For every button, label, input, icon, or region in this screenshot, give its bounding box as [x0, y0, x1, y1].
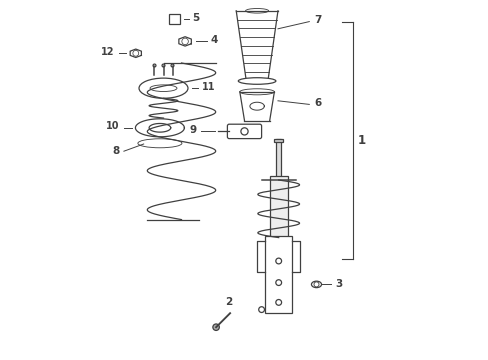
Circle shape — [275, 300, 281, 305]
Circle shape — [241, 128, 247, 135]
Circle shape — [258, 307, 264, 312]
Circle shape — [313, 282, 318, 287]
Bar — [264, 236, 292, 313]
Text: 11: 11 — [202, 82, 215, 92]
Circle shape — [153, 64, 156, 67]
Text: 1: 1 — [357, 134, 366, 147]
Circle shape — [171, 64, 174, 67]
Text: 6: 6 — [314, 98, 321, 108]
Text: 10: 10 — [106, 121, 120, 131]
Text: 4: 4 — [210, 35, 218, 45]
Text: 2: 2 — [224, 297, 231, 307]
Circle shape — [275, 280, 281, 285]
Circle shape — [212, 324, 219, 330]
Ellipse shape — [311, 281, 321, 288]
Bar — [276, 139, 281, 178]
Ellipse shape — [238, 78, 275, 84]
FancyBboxPatch shape — [227, 124, 261, 139]
Text: 5: 5 — [192, 13, 200, 23]
Bar — [273, 139, 283, 142]
Circle shape — [133, 50, 139, 56]
Bar — [269, 176, 287, 243]
Text: 3: 3 — [335, 279, 342, 289]
Circle shape — [275, 258, 281, 264]
Text: 8: 8 — [112, 146, 120, 156]
Text: 9: 9 — [189, 125, 197, 135]
Circle shape — [162, 64, 164, 67]
Ellipse shape — [150, 85, 177, 91]
Ellipse shape — [138, 139, 182, 148]
Circle shape — [182, 38, 188, 45]
Text: 12: 12 — [101, 47, 115, 57]
Ellipse shape — [245, 9, 268, 13]
Ellipse shape — [239, 89, 274, 95]
Ellipse shape — [139, 78, 187, 98]
Bar — [168, 14, 180, 24]
Text: 7: 7 — [314, 15, 322, 25]
